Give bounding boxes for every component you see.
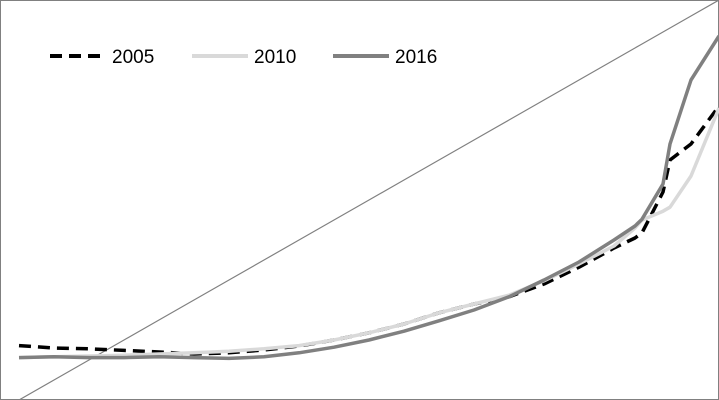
series-line-2010 — [18, 107, 719, 360]
reference-line — [18, 0, 719, 400]
legend-label-2016: 2016 — [395, 47, 437, 68]
series-line-2016 — [18, 35, 719, 361]
series-layer — [18, 0, 719, 400]
legend: 2005 2010 2016 — [50, 47, 437, 68]
legend-label-2010: 2010 — [254, 47, 296, 68]
legend-label-2005: 2005 — [112, 47, 154, 68]
